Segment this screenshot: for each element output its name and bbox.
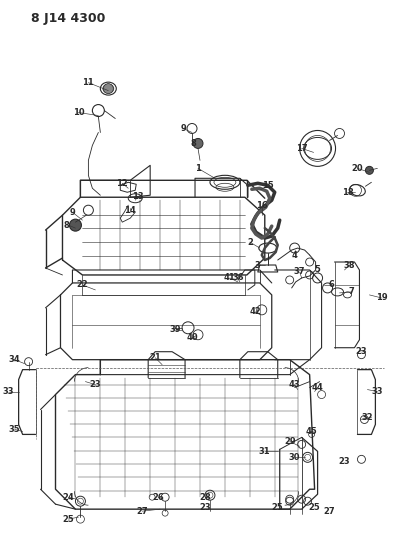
Text: 11: 11 — [82, 78, 94, 87]
Text: 28: 28 — [198, 492, 210, 502]
Circle shape — [365, 166, 373, 174]
Text: 23: 23 — [89, 380, 101, 389]
Text: 43: 43 — [288, 380, 300, 389]
Circle shape — [192, 139, 203, 148]
Text: 7: 7 — [348, 287, 353, 296]
Text: 14: 14 — [124, 206, 136, 215]
Text: 36: 36 — [231, 273, 243, 282]
Text: 33: 33 — [3, 387, 14, 396]
Text: 9: 9 — [180, 124, 186, 133]
Text: 2: 2 — [246, 238, 252, 247]
Text: 12: 12 — [116, 179, 128, 188]
Text: 8: 8 — [63, 221, 69, 230]
Text: 25: 25 — [63, 515, 74, 523]
Text: 42: 42 — [249, 308, 261, 317]
Text: 44: 44 — [311, 383, 323, 392]
Text: 29: 29 — [283, 437, 295, 446]
Text: 25: 25 — [308, 503, 320, 512]
Text: 32: 32 — [361, 413, 372, 422]
Text: 27: 27 — [323, 507, 334, 515]
Text: 38: 38 — [343, 261, 354, 270]
Text: 19: 19 — [375, 293, 386, 302]
Text: 26: 26 — [152, 492, 164, 502]
Text: 41: 41 — [223, 273, 235, 282]
Text: 13: 13 — [132, 192, 144, 201]
Text: 37: 37 — [293, 268, 305, 277]
Text: 45: 45 — [305, 427, 317, 436]
Circle shape — [69, 219, 81, 231]
Text: 23: 23 — [198, 503, 210, 512]
Text: 16: 16 — [255, 201, 267, 209]
Text: 18: 18 — [341, 188, 352, 197]
Text: 24: 24 — [63, 492, 74, 502]
Text: 6: 6 — [328, 280, 334, 289]
Text: 9: 9 — [69, 208, 75, 217]
Text: 15: 15 — [261, 181, 273, 190]
Text: 27: 27 — [136, 507, 148, 515]
Text: 30: 30 — [288, 453, 300, 462]
Text: 20: 20 — [351, 164, 363, 173]
Text: 22: 22 — [76, 280, 88, 289]
Text: 23: 23 — [355, 347, 367, 356]
Text: 34: 34 — [9, 355, 20, 364]
Text: 23: 23 — [338, 457, 349, 466]
Text: 31: 31 — [258, 447, 270, 456]
Circle shape — [103, 84, 113, 94]
Text: 3: 3 — [254, 261, 260, 270]
Text: 4: 4 — [291, 251, 297, 260]
Text: 5: 5 — [314, 265, 320, 274]
Text: 10: 10 — [73, 108, 84, 117]
Text: 33: 33 — [371, 387, 382, 396]
Text: 17: 17 — [295, 144, 307, 153]
Text: 8: 8 — [190, 139, 195, 148]
Text: 40: 40 — [186, 333, 197, 342]
Text: 25: 25 — [271, 503, 283, 512]
Text: 35: 35 — [9, 425, 20, 434]
Text: 21: 21 — [149, 353, 161, 362]
Text: 8 J14 4300: 8 J14 4300 — [30, 12, 105, 26]
Text: 39: 39 — [169, 325, 180, 334]
Text: 1: 1 — [194, 164, 200, 173]
